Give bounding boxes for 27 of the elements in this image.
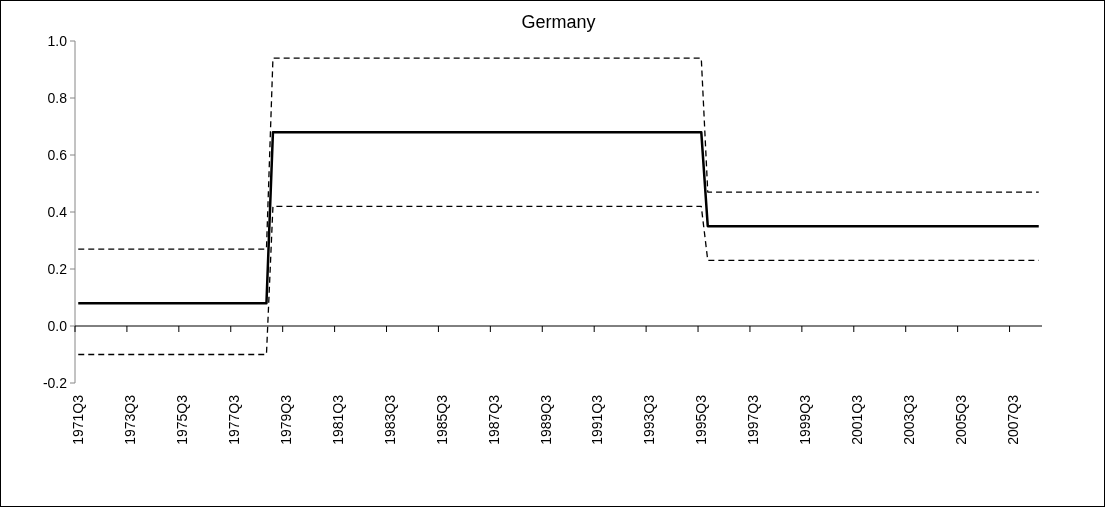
y-tick-label: 0.8 [47,89,68,106]
x-tick-label: 2005Q3 [952,394,969,445]
y-tick-label: -0.2 [42,374,68,391]
y-tick-label: 0.6 [47,146,68,163]
y-tick-label: 0.4 [47,203,68,220]
y-tick-label: 0.2 [47,260,68,277]
x-tick-label: 2003Q3 [900,394,917,445]
x-tick-label: 2007Q3 [1004,394,1021,445]
x-tick-label: 1991Q3 [589,394,606,445]
x-tick-label: 1989Q3 [537,394,554,445]
x-tick-label: 2001Q3 [849,394,866,445]
y-tick-label: 1.0 [47,32,68,49]
x-tick-label: 1997Q3 [745,394,762,445]
x-tick-label: 1975Q3 [174,394,191,445]
x-tick-label: 1993Q3 [641,394,658,445]
x-tick-label: 1987Q3 [485,394,502,445]
x-tick-label: 1983Q3 [381,394,398,445]
y-tick-label: 0.0 [47,317,68,334]
x-tick-label: 1977Q3 [226,394,242,445]
x-tick-label: 1985Q3 [433,394,450,445]
x-tick-label: 1999Q3 [797,394,814,445]
x-tick-label: 1981Q3 [329,394,346,445]
chart-title: Germany [521,12,596,32]
x-tick-label: 1971Q3 [70,394,87,445]
x-tick-label: 1995Q3 [693,394,710,445]
x-tick-label: 1979Q3 [277,394,294,445]
x-tick-label: 1973Q3 [122,394,139,445]
